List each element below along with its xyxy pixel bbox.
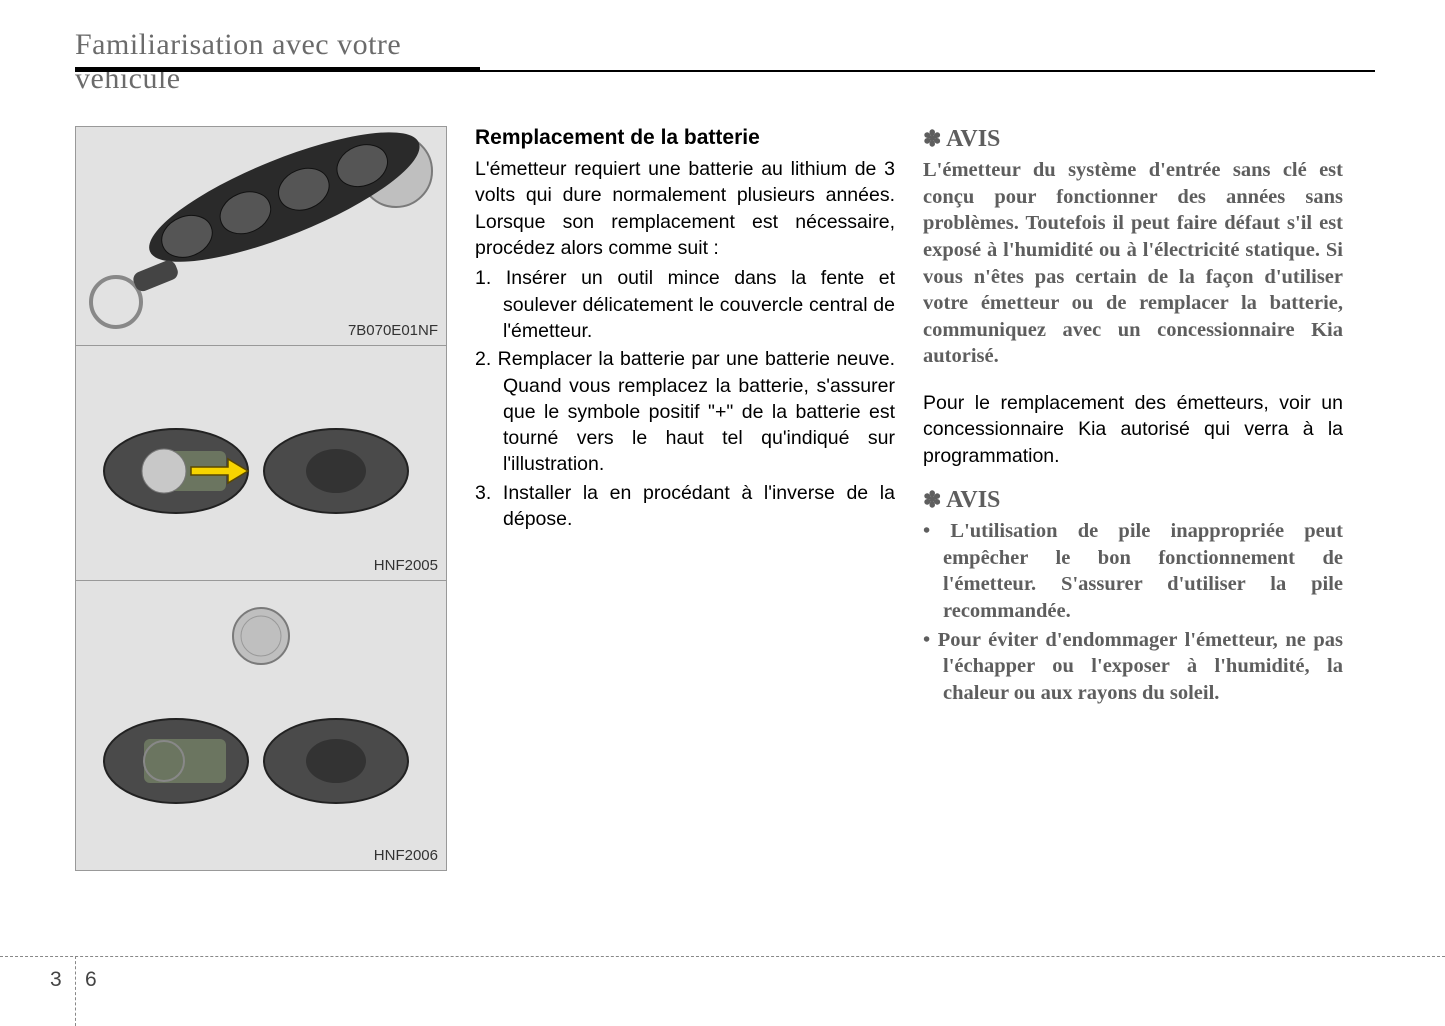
step-2: 2. Remplacer la batterie par une batteri… — [475, 346, 895, 478]
avis-2-bullet-2: • Pour éviter d'endommager l'émetteur, n… — [923, 627, 1343, 707]
avis-2-label: AVIS — [946, 487, 1000, 513]
mid-paragraph: Pour le remplacement des émetteurs, voir… — [923, 390, 1343, 469]
spacer — [923, 473, 1343, 487]
figure-column: 7B070E01NF — [75, 126, 447, 871]
avis-1-label: AVIS — [946, 126, 1000, 152]
figure-2-label: HNF2005 — [374, 557, 438, 574]
content-columns: 7B070E01NF — [75, 126, 1375, 871]
step-1: 1. Insérer un outil mince dans la fente … — [475, 265, 895, 344]
column-right: ✽ AVIS L'émetteur du système d'entrée sa… — [923, 126, 1343, 871]
figure-1-label: 7B070E01NF — [348, 322, 438, 339]
spacer — [923, 370, 1343, 390]
avis-1-heading: ✽ AVIS — [923, 126, 1343, 153]
footer-dashed-divider — [75, 956, 76, 1026]
figure-3: HNF2006 — [75, 581, 447, 871]
remote-open-battery-icon — [76, 346, 448, 581]
section-title: Remplacement de la batterie — [475, 126, 895, 150]
asterisk-icon: ✽ — [923, 126, 941, 151]
remote-key-icon — [76, 127, 448, 347]
page-number: 6 — [85, 968, 97, 992]
page-section-number: 3 — [50, 968, 62, 992]
figure-2: HNF2005 — [75, 346, 447, 581]
footer-dashed-rule — [0, 956, 1445, 957]
figure-1: 7B070E01NF — [75, 126, 447, 346]
header-rule — [75, 70, 1375, 72]
step-3: 3. Installer la en procédant à l'inverse… — [475, 480, 895, 533]
asterisk-icon: ✽ — [923, 487, 941, 512]
avis-2-bullet-1: • L'utilisation de pile inappropriée peu… — [923, 518, 1343, 625]
avis-1-body: L'émetteur du système d'entrée sans clé … — [923, 157, 1343, 370]
figure-3-label: HNF2006 — [374, 847, 438, 864]
page-container: Familiarisation avec votre véhicule — [75, 28, 1375, 98]
page-title: Familiarisation avec votre véhicule — [75, 28, 480, 98]
column-center: Remplacement de la batterie L'émetteur r… — [475, 126, 895, 871]
avis-2-heading: ✽ AVIS — [923, 487, 1343, 514]
intro-paragraph: L'émetteur requiert une batterie au lith… — [475, 156, 895, 261]
remote-open-no-battery-icon — [76, 581, 448, 871]
